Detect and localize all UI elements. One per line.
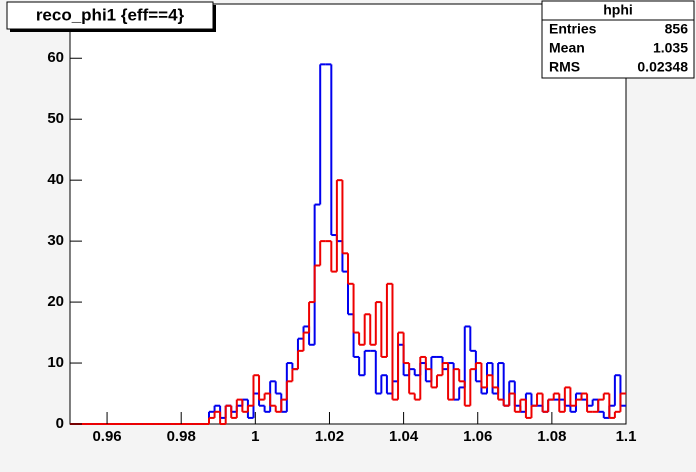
x-tick-label: 1.1 [616, 428, 637, 445]
x-tick-label: 1.02 [315, 428, 344, 445]
x-tick-label: 0.98 [167, 428, 196, 445]
x-tick-label: 1 [251, 428, 259, 445]
stats-label: Entries [549, 21, 597, 37]
stats-value: 1.035 [653, 40, 688, 56]
y-tick-label: 60 [47, 49, 64, 66]
y-tick-label: 0 [56, 415, 64, 432]
x-tick-label: 0.96 [92, 428, 121, 445]
y-tick-label: 40 [47, 171, 64, 188]
chart-title: reco_phi1 {eff==4} [36, 5, 185, 24]
stats-title: hphi [603, 2, 633, 18]
plot-frame [69, 3, 627, 425]
y-tick-label: 30 [47, 232, 64, 249]
x-tick-label: 1.08 [537, 428, 566, 445]
stats-label: RMS [549, 59, 580, 75]
stats-label: Mean [549, 40, 585, 56]
title-box [6, 1, 214, 30]
y-tick-label: 10 [47, 354, 64, 371]
stats-value: 0.02348 [637, 59, 688, 75]
stats-value: 856 [665, 21, 689, 37]
stats-box [541, 0, 695, 79]
x-tick-label: 1.06 [463, 428, 492, 445]
y-tick-label: 20 [47, 293, 64, 310]
x-tick-label: 1.04 [389, 428, 419, 445]
y-tick-label: 50 [47, 110, 64, 127]
